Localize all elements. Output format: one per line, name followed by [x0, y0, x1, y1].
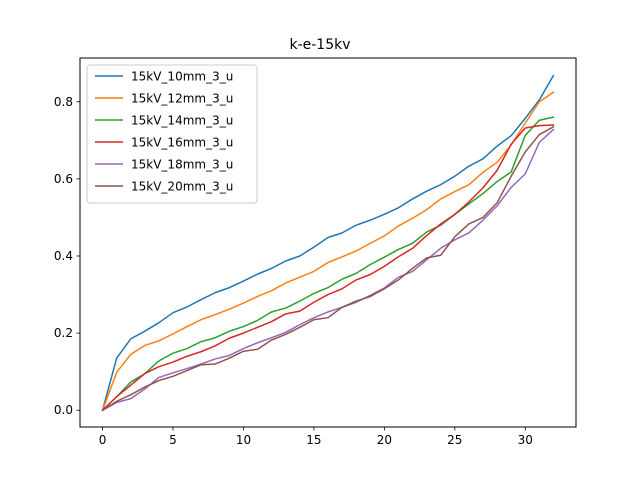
y-axis: 0.0 0.2 0.4 0.6 0.8 [54, 95, 80, 417]
x-tick-label: 15 [306, 433, 321, 447]
legend-label: 15kV_10mm_3_u [131, 70, 233, 84]
y-tick-label: 0.2 [54, 326, 73, 340]
series-line-1 [101, 74, 555, 412]
legend-label: 15kV_16mm_3_u [131, 136, 233, 150]
legend-label: 15kV_20mm_3_u [131, 180, 233, 194]
y-tick-label: 0.4 [54, 249, 73, 263]
legend-box [86, 64, 258, 204]
x-tick-label: 20 [377, 433, 392, 447]
plot-frame [79, 57, 577, 428]
legend: 15kV_10mm_3_u 15kV_12mm_3_u 15kV_14mm_3_u 1… [86, 64, 258, 204]
y-tick-label: 0.0 [54, 403, 73, 417]
x-tick-label: 5 [169, 433, 177, 447]
x-axis: 0 5 10 15 20 25 30 [99, 427, 533, 447]
series-line-3 [101, 116, 555, 412]
plot-lines [101, 74, 555, 412]
x-tick-label: 30 [518, 433, 533, 447]
x-tick-label: 0 [99, 433, 107, 447]
y-tick-label: 0.6 [54, 172, 73, 186]
legend-label: 15kV_12mm_3_u [131, 92, 233, 106]
legend-label: 15kV_18mm_3_u [131, 158, 233, 172]
y-tick-label: 0.8 [54, 95, 73, 109]
x-tick-label: 25 [447, 433, 462, 447]
series-line-5 [101, 128, 555, 412]
chart-title: k-e-15kv [289, 37, 350, 53]
series-line-2 [101, 91, 555, 412]
series-line-6 [101, 125, 555, 412]
x-tick-label: 10 [236, 433, 251, 447]
series-line-4 [101, 124, 555, 412]
legend-label: 15kV_14mm_3_u [131, 114, 233, 128]
